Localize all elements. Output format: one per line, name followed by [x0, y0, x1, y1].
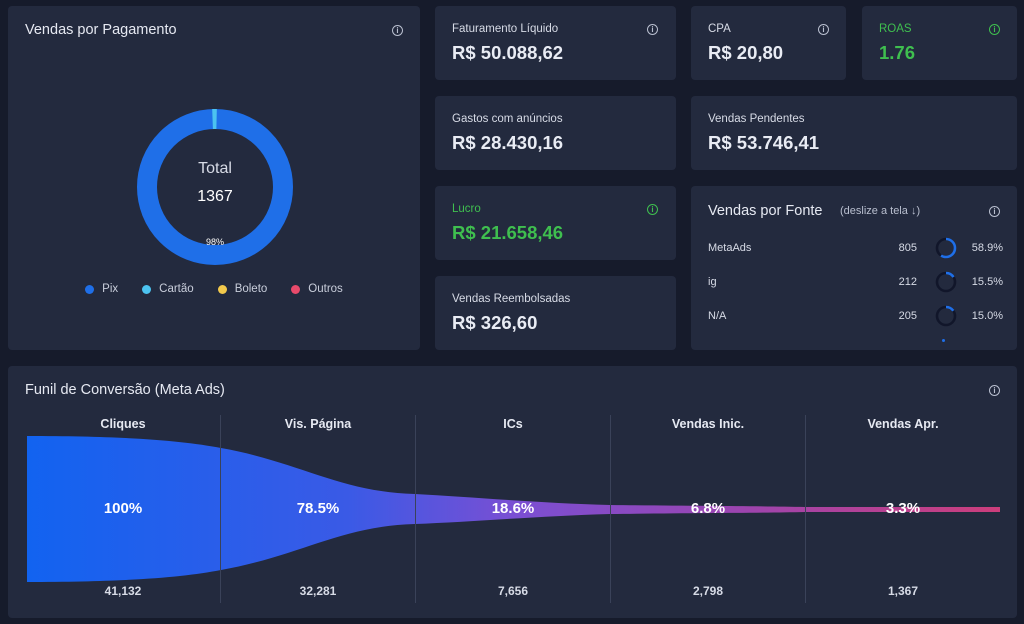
- funnel-divider: [805, 415, 806, 603]
- kpi-reembolsadas-card: Vendas Reembolsadas R$ 326,60: [435, 276, 676, 350]
- donut-center-value: 1367: [197, 188, 233, 205]
- fonte-name: N/A: [708, 310, 727, 322]
- fonte-pct: 15.5%: [971, 276, 1003, 288]
- legend-item-pix[interactable]: Pix: [85, 283, 118, 295]
- kpi-label: Faturamento Líquido: [452, 23, 559, 35]
- donut-slice-label: 98%: [205, 237, 224, 247]
- kpi-pendentes-card: Vendas Pendentes R$ 53.746,41: [691, 96, 1017, 170]
- kpi-lucro-card: Lucro R$ 21.658,46 i: [435, 186, 676, 260]
- funil-title: Funil de Conversão (Meta Ads): [25, 382, 225, 398]
- info-icon[interactable]: i: [392, 25, 403, 36]
- donut-center-label: Total: [198, 160, 232, 177]
- funnel-stage-title: ICs: [503, 417, 523, 431]
- payment-donut-chart: [137, 108, 293, 265]
- legend-dot: [217, 284, 227, 294]
- funnel-stage-title: Vendas Apr.: [867, 417, 939, 431]
- kpi-value: R$ 50.088,62: [452, 42, 564, 63]
- funnel-stage-count: 1,367: [887, 584, 919, 598]
- fonte-count: 212: [898, 276, 917, 288]
- kpi-roas-card: ROAS 1.76 i: [862, 6, 1017, 80]
- list-item[interactable]: MetaAds 805 58.9%: [708, 237, 1003, 259]
- funnel-stage-pct: 78.5%: [296, 500, 340, 517]
- legend-dot: [85, 284, 95, 294]
- legend-dot: [142, 284, 152, 294]
- funnel-stage-title: Vis. Página: [284, 417, 352, 431]
- funnel-stage-pct: 100%: [103, 500, 143, 517]
- fonte-pct: 15.0%: [971, 310, 1003, 322]
- kpi-gastos-card: Gastos com anúncios R$ 28.430,16: [435, 96, 676, 170]
- progress-ring: [935, 237, 957, 259]
- fonte-count: 205: [898, 310, 917, 322]
- info-icon[interactable]: i: [647, 24, 658, 35]
- legend-label: Cartão: [159, 283, 194, 295]
- funnel-stage-count: 32,281: [299, 584, 337, 598]
- fonte-name: ig: [708, 276, 717, 288]
- vendas-pagamento-card: Vendas por Pagamento i Total 1367 98% Pi…: [8, 6, 420, 350]
- scroll-indicator: [942, 339, 945, 342]
- kpi-cpa-card: CPA R$ 20,80 i: [691, 6, 846, 80]
- kpi-value: R$ 326,60: [452, 312, 538, 333]
- vendas-fonte-card: Vendas por Fonte (deslize a tela ↓) i Me…: [691, 186, 1017, 350]
- funnel-stage-pct: 3.3%: [885, 500, 921, 517]
- info-icon[interactable]: i: [989, 24, 1000, 35]
- scroll-hint: (deslize a tela ↓): [840, 205, 920, 217]
- payment-legend: Pix Cartão Boleto Outros: [8, 283, 420, 295]
- kpi-value: R$ 53.746,41: [708, 132, 820, 153]
- kpi-label: Vendas Reembolsadas: [452, 293, 571, 305]
- funnel-stage-title: Cliques: [100, 417, 146, 431]
- funnel-shape: [27, 436, 1000, 582]
- kpi-value: R$ 21.658,46: [452, 222, 564, 243]
- kpi-label: CPA: [708, 23, 731, 35]
- info-icon[interactable]: i: [647, 204, 658, 215]
- vendas-fonte-title: Vendas por Fonte: [708, 203, 823, 219]
- kpi-label: Gastos com anúncios: [452, 113, 563, 125]
- legend-item-boleto[interactable]: Boleto: [217, 283, 268, 295]
- kpi-label: Vendas Pendentes: [708, 113, 805, 125]
- funnel-stage-count: 41,132: [104, 584, 142, 598]
- legend-label: Pix: [102, 283, 119, 295]
- info-icon[interactable]: i: [818, 24, 829, 35]
- funnel-stage-count: 2,798: [692, 584, 724, 598]
- donut-slice-cartao: [137, 108, 293, 265]
- funnel-stage-count: 7,656: [497, 584, 529, 598]
- legend-label: Outros: [308, 283, 343, 295]
- arrow-down-icon: ↓): [910, 205, 921, 217]
- legend-label: Boleto: [234, 283, 268, 295]
- funnel-stage-title: Vendas Inic.: [671, 417, 745, 431]
- kpi-faturamento-card: Faturamento Líquido R$ 50.088,62 i: [435, 6, 676, 80]
- kpi-value: 1.76: [879, 42, 916, 63]
- list-item[interactable]: N/A 205 15.0%: [708, 305, 1003, 327]
- funnel-divider: [220, 415, 221, 603]
- progress-ring: [935, 305, 957, 327]
- scroll-hint-text: (deslize a tela: [840, 205, 908, 217]
- legend-dot: [291, 284, 301, 294]
- kpi-value: R$ 20,80: [708, 42, 784, 63]
- list-item[interactable]: ig 212 15.5%: [708, 271, 1003, 293]
- legend-item-cartao[interactable]: Cartão: [142, 283, 194, 295]
- funnel-stage-pct: 18.6%: [491, 500, 535, 517]
- info-icon[interactable]: i: [989, 206, 1000, 217]
- info-icon[interactable]: i: [989, 385, 1000, 396]
- progress-ring: [935, 271, 957, 293]
- vendas-pagamento-title: Vendas por Pagamento: [25, 22, 177, 38]
- kpi-label: ROAS: [879, 23, 912, 35]
- kpi-label: Lucro: [452, 203, 481, 215]
- funnel-divider: [610, 415, 611, 603]
- funnel-stage-pct: 6.8%: [690, 500, 726, 517]
- fonte-name: MetaAds: [708, 242, 752, 254]
- fonte-pct: 58.9%: [971, 242, 1003, 254]
- fonte-count: 805: [898, 242, 917, 254]
- funnel-divider: [415, 415, 416, 603]
- kpi-value: R$ 28.430,16: [452, 132, 564, 153]
- legend-item-outros[interactable]: Outros: [291, 283, 343, 295]
